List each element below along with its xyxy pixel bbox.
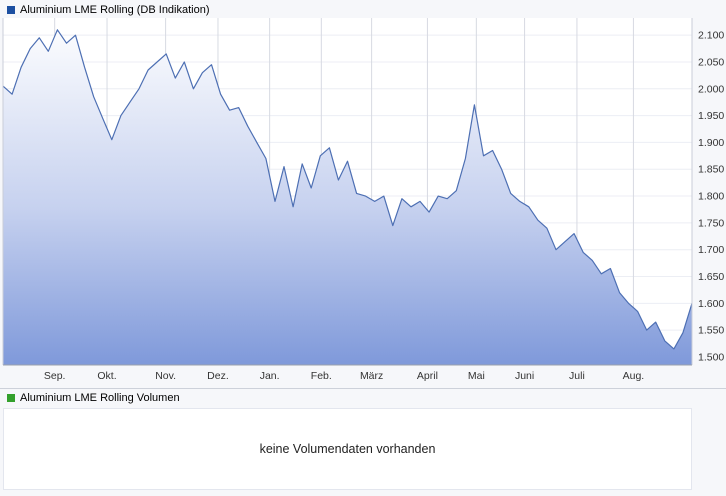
- svg-text:1.600: 1.600: [698, 298, 724, 310]
- price-series-label: Aluminium LME Rolling (DB Indikation): [20, 4, 210, 16]
- volume-legend: Aluminium LME Rolling Volumen: [7, 392, 180, 404]
- price-series-swatch-icon: [7, 6, 15, 14]
- price-legend: Aluminium LME Rolling (DB Indikation): [7, 4, 210, 16]
- svg-text:März: März: [360, 370, 383, 382]
- volume-message: keine Volumendaten vorhanden: [259, 442, 436, 456]
- svg-text:2.000: 2.000: [698, 83, 724, 95]
- svg-text:2.100: 2.100: [698, 30, 724, 42]
- volume-series-label: Aluminium LME Rolling Volumen: [20, 392, 180, 404]
- svg-text:Aug.: Aug.: [623, 370, 645, 382]
- svg-text:Nov.: Nov.: [155, 370, 176, 382]
- svg-text:Juni: Juni: [515, 370, 534, 382]
- svg-text:1.950: 1.950: [698, 110, 724, 122]
- svg-text:Okt.: Okt.: [97, 370, 116, 382]
- svg-text:1.800: 1.800: [698, 191, 724, 203]
- svg-text:1.850: 1.850: [698, 164, 724, 176]
- svg-text:Jan.: Jan.: [260, 370, 280, 382]
- svg-text:Dez.: Dez.: [207, 370, 229, 382]
- price-chart[interactable]: 2.100 2.050 2.000 1.950 1.900 1.850 1.800 1.750…: [0, 0, 726, 385]
- svg-text:Sep.: Sep.: [44, 370, 66, 382]
- svg-text:Mai: Mai: [468, 370, 485, 382]
- volume-panel: keine Volumendaten vorhanden: [3, 408, 692, 490]
- svg-text:1.900: 1.900: [698, 137, 724, 149]
- svg-text:1.700: 1.700: [698, 244, 724, 256]
- svg-text:April: April: [417, 370, 438, 382]
- svg-text:1.650: 1.650: [698, 271, 724, 283]
- svg-text:1.500: 1.500: [698, 351, 724, 363]
- volume-series-swatch-icon: [7, 394, 15, 402]
- svg-text:2.050: 2.050: [698, 56, 724, 68]
- svg-text:Juli: Juli: [569, 370, 585, 382]
- panel-divider: [0, 388, 726, 389]
- svg-text:Feb.: Feb.: [311, 370, 332, 382]
- svg-text:1.750: 1.750: [698, 217, 724, 229]
- svg-text:1.550: 1.550: [698, 325, 724, 337]
